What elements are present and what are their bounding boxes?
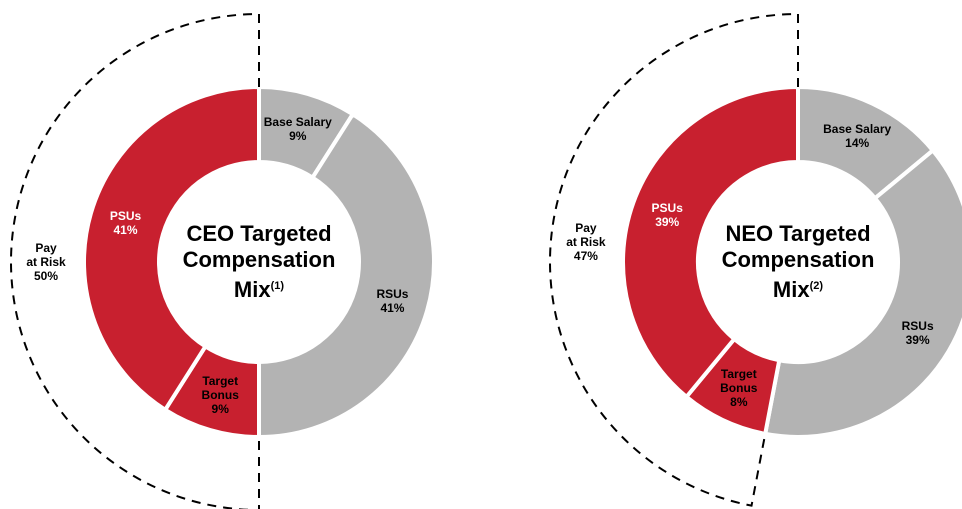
- value-label: 8%: [730, 394, 748, 409]
- segment-label: PSUs 41%: [96, 209, 156, 237]
- pay-at-risk-text: at Risk: [26, 255, 66, 269]
- category-label: PSUs: [109, 209, 142, 224]
- category-label: RSUs: [376, 286, 409, 301]
- value-label: 41%: [113, 223, 138, 238]
- title-line: NEO Targeted: [725, 220, 871, 246]
- value-label: 9%: [289, 128, 307, 143]
- title-note: (2): [809, 279, 824, 292]
- pay-at-risk-label: Pay at Risk 50%: [26, 241, 65, 283]
- category-label: RSUs: [901, 318, 934, 333]
- segment-label: RSUs 41%: [362, 287, 422, 315]
- donut-segment: [762, 147, 962, 439]
- value-label: 39%: [905, 332, 930, 347]
- donut-segment: [82, 84, 261, 413]
- pay-at-risk-value: 47%: [573, 248, 598, 263]
- value-label: 41%: [380, 300, 405, 315]
- title-line: Compensation: [182, 246, 336, 272]
- value-label: 14%: [845, 136, 870, 151]
- segment-label: Target Bonus 9%: [195, 374, 245, 416]
- pay-at-risk-label: Pay at Risk 47%: [566, 221, 605, 263]
- title-line: Mix: [772, 277, 810, 303]
- category-label: Target Bonus: [201, 374, 239, 403]
- segment-label: Base Salary 14%: [807, 122, 907, 150]
- value-label: 9%: [211, 402, 229, 417]
- pay-at-risk-outline: [549, 12, 799, 507]
- value-label: 39%: [655, 214, 680, 229]
- segment-label: PSUs 39%: [637, 201, 697, 229]
- segment-label: Base Salary 9%: [248, 115, 348, 143]
- chart-title: CEO Targeted Compensation Mix(1): [183, 221, 336, 303]
- title-line: CEO Targeted: [186, 220, 332, 246]
- title-line: Mix: [233, 277, 271, 303]
- category-label: Target Bonus: [720, 366, 758, 395]
- segment-label: Target Bonus 8%: [714, 367, 764, 409]
- pay-at-risk-text: at Risk: [566, 234, 606, 249]
- pay-at-risk-outline: [10, 12, 260, 509]
- category-label: Base Salary: [823, 122, 892, 137]
- chart-title: NEO Targeted Compensation Mix(2): [722, 221, 875, 303]
- category-label: PSUs: [651, 200, 683, 215]
- title-line: Compensation: [721, 246, 875, 272]
- donut-segment: [621, 84, 800, 400]
- title-last-line: Mix(2): [722, 273, 875, 303]
- pay-at-risk-text: Pay: [35, 241, 57, 255]
- title-last-line: Mix(1): [183, 273, 336, 303]
- title-note: (1): [270, 279, 285, 292]
- segment-label: RSUs 39%: [888, 319, 948, 347]
- pay-at-risk-text: Pay: [575, 220, 597, 235]
- category-label: Base Salary: [263, 114, 332, 129]
- pay-at-risk-value: 50%: [33, 269, 59, 283]
- donut-segment: [257, 111, 436, 440]
